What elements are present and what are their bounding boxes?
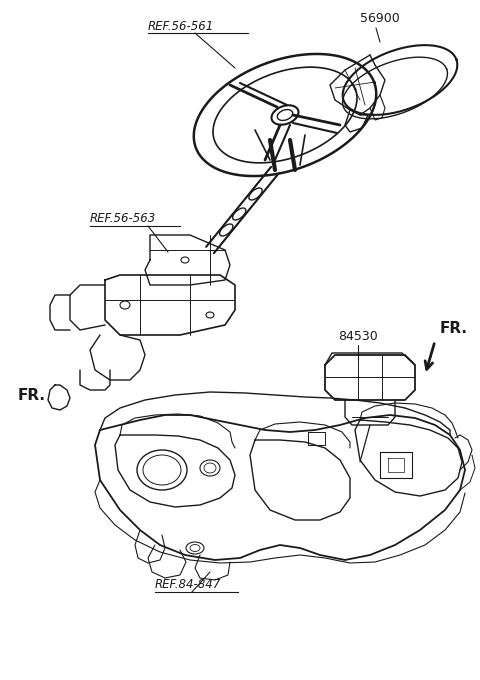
Text: 84530: 84530 [338,330,378,343]
Text: REF.84-847: REF.84-847 [155,578,221,591]
Text: FR.: FR. [440,321,468,336]
Text: FR.: FR. [18,388,46,403]
Text: 56900: 56900 [360,12,400,25]
Text: REF.56-561: REF.56-561 [148,20,214,33]
Text: REF.56-563: REF.56-563 [90,212,156,225]
